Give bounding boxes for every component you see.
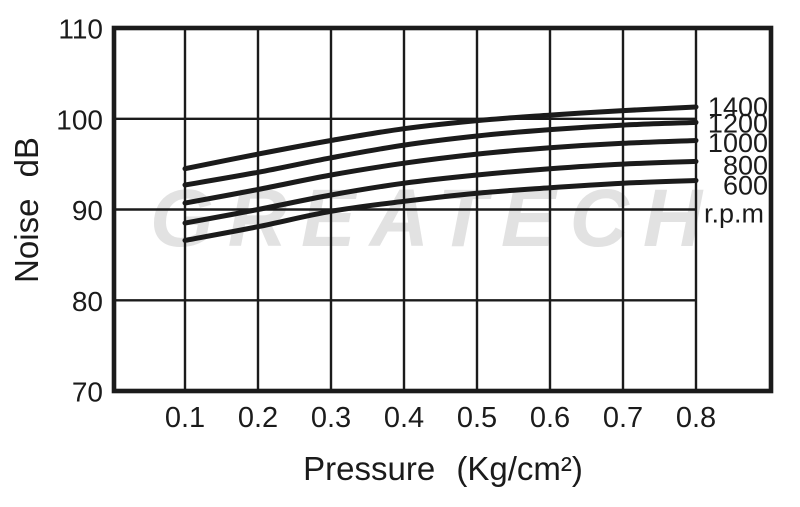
series-label-800: 800 xyxy=(723,150,768,180)
x-tick-label: 0.2 xyxy=(238,402,278,434)
x-tick-label: 0.8 xyxy=(676,402,716,434)
y-axis-title: Noise dB xyxy=(8,137,45,283)
series-line-1000 xyxy=(182,138,699,206)
series-label-1000: 1000 xyxy=(708,128,768,158)
x-axis-title: Pressure (Kg/cm²) xyxy=(303,450,583,487)
y-tick-label: 100 xyxy=(56,104,103,135)
y-tick-label: 80 xyxy=(72,286,103,317)
y-tick-label: 110 xyxy=(58,14,103,45)
x-tick-label: 0.4 xyxy=(384,402,424,434)
y-tick-label: 90 xyxy=(72,195,103,226)
series-line-600 xyxy=(182,178,699,243)
series-line-800 xyxy=(182,158,699,226)
series-line-1400 xyxy=(182,104,699,172)
x-tick-label: 0.6 xyxy=(530,402,570,434)
x-tick-label: 0.7 xyxy=(603,402,643,434)
series-line-1200 xyxy=(182,119,699,188)
legend-unit-label: r.p.m xyxy=(704,199,764,229)
x-tick-label: 0.3 xyxy=(311,402,351,434)
series-label-1400: 1400 xyxy=(708,92,768,122)
y-tick-label: 70 xyxy=(72,377,103,408)
x-tick-label: 0.5 xyxy=(457,402,497,434)
series-label-600: 600 xyxy=(723,171,768,201)
plot-border xyxy=(111,25,774,394)
series-label-1200: 1200 xyxy=(708,109,768,139)
x-tick-label: 0.1 xyxy=(165,402,205,434)
